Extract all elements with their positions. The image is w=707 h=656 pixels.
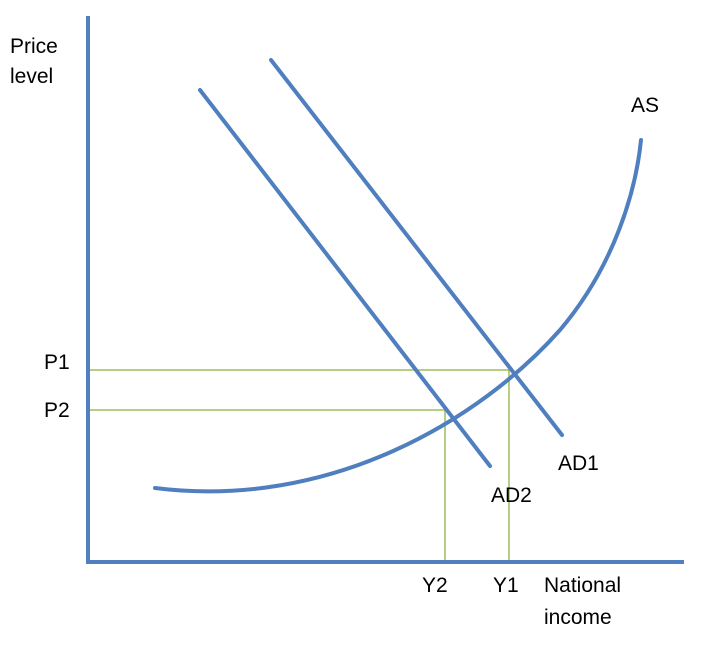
as-curve [153,138,643,494]
axes [86,16,684,564]
x-axis-label-line1: National [544,574,621,597]
ad2-curve [198,88,492,468]
guide-lines [88,369,510,561]
as-label: AS [631,94,659,117]
ad2-label: AD2 [491,484,532,507]
p2-label: P2 [44,399,70,422]
y-axis-label-line1: Price [10,35,58,58]
ad1-curve [269,58,564,437]
ad1-label: AD1 [558,452,599,475]
y2-label: Y2 [422,574,448,597]
y-axis-label-line2: level [10,65,53,88]
x-axis-label-line2: income [544,606,612,629]
p1-label: P1 [44,351,70,374]
curves [153,58,643,494]
y1-label: Y1 [493,574,519,597]
